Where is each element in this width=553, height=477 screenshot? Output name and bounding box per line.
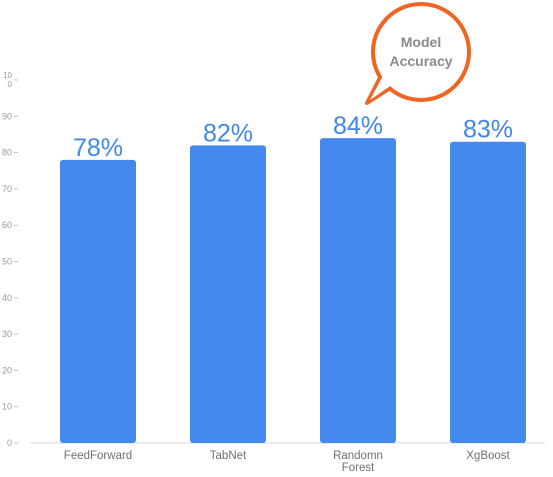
data-labels: 78% 82% 84% 83% xyxy=(73,112,513,162)
callout-text-line-1: Model xyxy=(401,34,441,50)
bar xyxy=(320,138,396,443)
data-label: 84% xyxy=(333,112,383,140)
data-label: 83% xyxy=(463,116,513,144)
y-tick-label: 10 0 xyxy=(3,71,12,89)
y-tick-label: 30 xyxy=(2,329,12,339)
data-label: 82% xyxy=(203,119,253,147)
callout-text-line-2: Accuracy xyxy=(389,53,452,69)
y-tick-label: 10 xyxy=(2,402,12,412)
y-tick-label: 80 xyxy=(2,148,12,158)
bar xyxy=(60,159,136,444)
y-tick-label: 40 xyxy=(2,293,12,303)
x-tick-label: FeedForward xyxy=(64,450,132,462)
x-tick-label: XgBoost xyxy=(466,450,510,462)
data-label: 78% xyxy=(73,134,123,162)
bar xyxy=(190,145,266,443)
y-tick-label: 60 xyxy=(2,220,12,230)
y-tick-label: 20 xyxy=(2,365,12,375)
y-tick-label: 70 xyxy=(2,184,12,194)
bars xyxy=(60,138,526,444)
callout-bubble: Model Accuracy xyxy=(365,2,471,105)
x-tick-label: Randomn Forest xyxy=(333,450,383,474)
bar xyxy=(450,141,526,443)
y-axis: 0 10 20 30 40 50 60 70 80 90 10 0 xyxy=(2,71,18,448)
category-labels: FeedForward TabNet Randomn Forest XgBoost xyxy=(64,450,511,474)
x-tick-label: TabNet xyxy=(210,450,247,462)
y-tick-label: 0 xyxy=(7,438,12,448)
y-tick-label: 50 xyxy=(2,257,12,267)
callout-circle xyxy=(371,2,471,102)
y-tick-label: 90 xyxy=(2,111,12,121)
